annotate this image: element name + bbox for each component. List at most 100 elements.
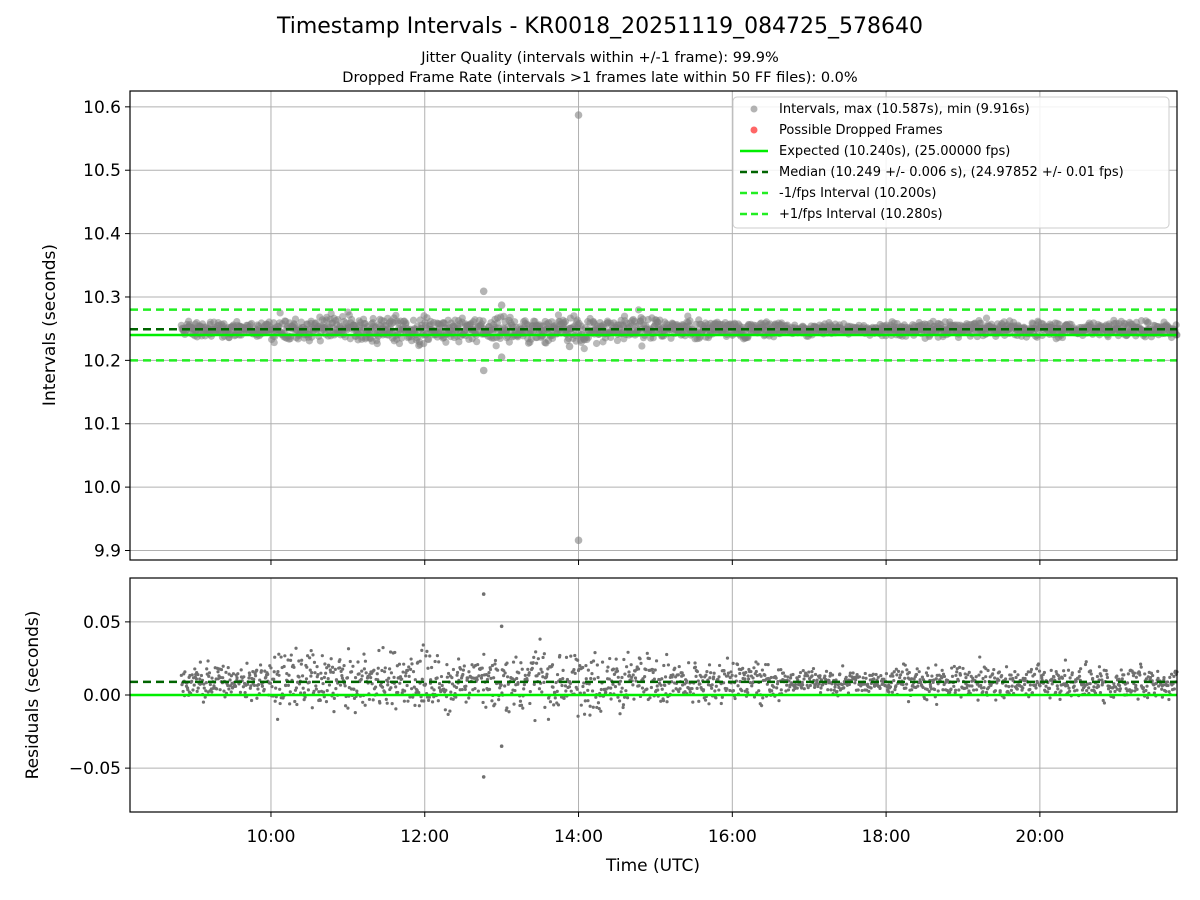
residual-point — [901, 683, 905, 687]
residual-point — [272, 670, 276, 674]
residual-point — [417, 690, 421, 695]
residual-point — [400, 691, 404, 695]
residual-point — [467, 696, 471, 700]
residual-point — [1132, 671, 1137, 675]
residual-point — [764, 662, 768, 667]
bottom-y-tick-label: −0.05 — [69, 759, 121, 779]
residual-point — [949, 687, 953, 691]
residual-point — [755, 673, 759, 678]
residual-point — [450, 676, 454, 680]
residual-point — [273, 655, 277, 659]
residual-point — [541, 655, 545, 660]
residual-point — [227, 672, 231, 676]
residual-point — [671, 689, 675, 693]
interval-point — [554, 311, 563, 319]
residual-point — [1169, 672, 1174, 676]
residual-point — [978, 655, 982, 659]
residual-point — [699, 675, 703, 679]
residual-point — [730, 673, 734, 677]
residual-point — [582, 712, 587, 716]
residual-point — [905, 668, 909, 672]
residual-point — [439, 690, 443, 694]
residual-point — [329, 657, 333, 661]
residual-point — [300, 658, 304, 662]
residual-point — [179, 673, 183, 677]
residual-point — [481, 700, 485, 705]
residual-point — [490, 663, 495, 668]
residual-point — [590, 689, 595, 693]
residual-point — [596, 701, 601, 705]
residual-point — [389, 686, 393, 690]
residual-point — [430, 700, 435, 704]
residual-point — [945, 688, 949, 693]
residual-point — [965, 686, 969, 690]
residual-point — [496, 668, 500, 672]
residual-point — [548, 700, 553, 704]
residual-point — [1030, 691, 1034, 695]
residual-point — [1072, 684, 1076, 688]
residual-point — [476, 662, 480, 667]
residual-point — [238, 690, 243, 695]
residual-point — [879, 674, 883, 678]
residual-point — [847, 682, 851, 687]
residual-outlier-point — [481, 592, 486, 596]
residual-point — [857, 675, 862, 679]
residual-point — [513, 688, 517, 693]
interval-point — [492, 342, 500, 350]
residual-point — [210, 690, 214, 694]
residual-point — [717, 688, 721, 692]
residual-point — [277, 652, 281, 656]
residual-point — [532, 655, 536, 659]
residual-point — [671, 673, 675, 677]
residual-point — [231, 672, 236, 676]
residual-point — [461, 672, 465, 677]
residual-point — [1112, 682, 1116, 686]
residual-point — [979, 670, 983, 674]
interval-point — [348, 315, 356, 324]
residual-point — [728, 688, 732, 693]
residual-point — [952, 684, 956, 688]
residual-point — [798, 670, 803, 675]
residual-point — [660, 677, 664, 681]
residual-point — [310, 671, 314, 675]
residual-point — [954, 688, 958, 692]
residual-point — [903, 663, 907, 667]
residual-point — [542, 680, 546, 684]
residual-point — [377, 648, 381, 653]
residual-point — [412, 685, 416, 689]
residual-point — [757, 689, 761, 693]
residual-point — [713, 689, 717, 693]
residual-point — [1074, 679, 1078, 684]
residual-point — [226, 665, 230, 670]
residual-point — [236, 672, 240, 676]
residual-point — [755, 691, 759, 695]
interval-point — [392, 311, 400, 319]
residual-point — [622, 657, 626, 662]
top-panel-reference-lines — [130, 308, 1177, 362]
residual-point — [924, 671, 929, 675]
residual-point — [1015, 687, 1019, 691]
residual-point — [789, 676, 793, 680]
interval-point — [548, 334, 557, 343]
residual-point — [540, 690, 544, 694]
residual-point — [550, 663, 555, 667]
residual-point — [653, 668, 657, 672]
residual-point — [710, 683, 714, 687]
residual-point — [481, 688, 486, 692]
interval-point — [473, 338, 481, 346]
residual-point — [283, 654, 287, 658]
residual-point — [313, 671, 317, 675]
interval-point — [442, 338, 450, 346]
residual-point — [961, 666, 965, 671]
interval-outlier-point — [497, 353, 506, 361]
interval-outlier-point — [479, 366, 488, 375]
residual-point — [423, 682, 428, 686]
residual-point — [302, 691, 307, 695]
residual-point — [609, 697, 613, 701]
residual-point — [528, 689, 532, 694]
residual-point — [410, 687, 414, 691]
residual-point — [386, 680, 390, 684]
residual-point — [1160, 695, 1165, 699]
residual-outlier-point — [499, 624, 504, 629]
residual-point — [735, 662, 740, 667]
